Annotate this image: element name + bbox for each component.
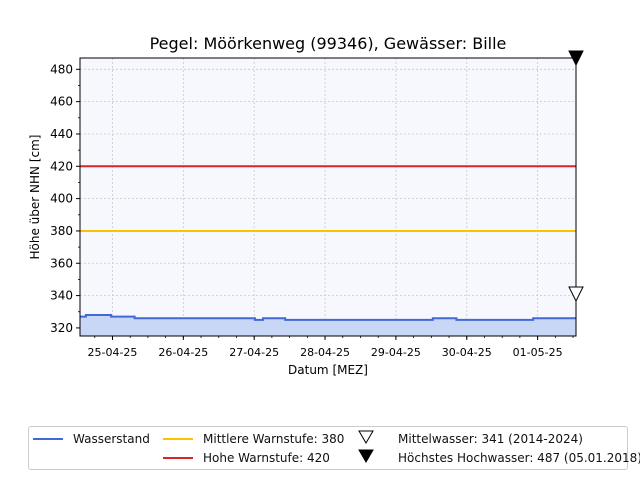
legend-swatch-wasserstand: [33, 438, 63, 440]
legend-label-wasserstand: Wasserstand: [73, 432, 150, 446]
legend-label-hoechstes-hochwasser: Höchstes Hochwasser: 487 (05.01.2018): [398, 451, 640, 465]
x-tick-label: 26-04-25: [158, 346, 208, 359]
y-tick-label: 420: [50, 159, 73, 173]
x-tick-label: 25-04-25: [88, 346, 138, 359]
marker-layer: [568, 50, 584, 303]
x-axis: 25-04-25 26-04-25 27-04-25 28-04-25 29-04-25…: [88, 336, 574, 359]
y-tick-label: 440: [50, 127, 73, 141]
y-tick-label: 340: [50, 289, 73, 303]
y-axis: 320 340 360 380 400 420 440 460 480: [50, 62, 80, 335]
legend-label-mittlere-warnstufe: Mittlere Warnstufe: 380: [203, 432, 345, 446]
x-tick-label: 01-05-25: [513, 346, 563, 359]
legend-item-mittlere-warnstufe: Mittlere Warnstufe: 380: [163, 430, 344, 448]
series-layer: [80, 313, 576, 336]
reference-lines: [80, 165, 576, 232]
legend-item-hoechstes-hochwasser: Höchstes Hochwasser: 487 (05.01.2018): [358, 449, 640, 467]
x-tick-label: 28-04-25: [300, 346, 350, 359]
plot-frame: [79, 57, 577, 337]
legend-item-hohe-warnstufe: Hohe Warnstufe: 420: [163, 449, 330, 467]
y-tick-label: 460: [50, 95, 73, 109]
mittelwasser-marker: [568, 286, 584, 303]
legend-swatch-hohe-warnstufe: [163, 457, 193, 459]
y-tick-label: 380: [50, 224, 73, 238]
series-area-0: [80, 314, 576, 336]
series-line-wasserstand: [80, 313, 576, 321]
plot-area: [80, 58, 576, 336]
legend-label-hohe-warnstufe: Hohe Warnstufe: 420: [203, 451, 330, 465]
legend-item-wasserstand: Wasserstand: [33, 430, 150, 448]
x-tick-label: 27-04-25: [229, 346, 279, 359]
legend-swatch-mittlere-warnstufe: [163, 438, 193, 440]
chart-legend: Wasserstand Mittlere Warnstufe: 380 Hohe…: [28, 426, 640, 470]
chart-title: Pegel: Möörkenweg (99346), Gewässer: Bil…: [150, 34, 507, 53]
y-tick-label: 480: [50, 62, 73, 76]
y-tick-label: 400: [50, 192, 73, 206]
hochwasser-marker: [568, 50, 584, 67]
x-axis-label: Datum [MEZ]: [288, 363, 368, 377]
y-axis-label: Höhe über NHN [cm]: [28, 135, 42, 260]
y-tick-label: 360: [50, 256, 73, 270]
x-tick-label: 30-04-25: [442, 346, 492, 359]
legend-label-mittelwasser: Mittelwasser: 341 (2014-2024): [398, 432, 583, 446]
y-tick-label: 320: [50, 321, 73, 335]
legend-item-mittelwasser: Mittelwasser: 341 (2014-2024): [358, 430, 583, 448]
x-tick-label: 29-04-25: [371, 346, 421, 359]
